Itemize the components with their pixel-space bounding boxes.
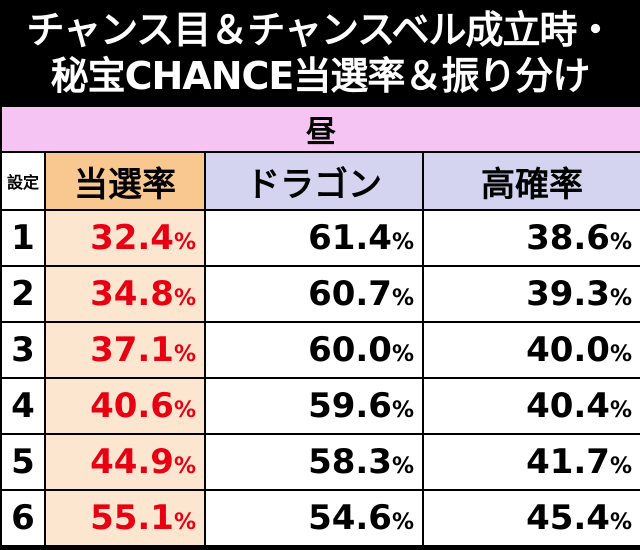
dragon-cell: 61.4%	[204, 209, 424, 267]
setting-cell-value: 3	[11, 330, 35, 370]
dragon-cell: 54.6%	[204, 489, 424, 547]
high-cell: 40.4%	[422, 377, 640, 435]
percent-sign: %	[391, 510, 414, 535]
table-row: 2 34.8% 60.7% 39.3%	[0, 265, 640, 323]
percent-sign: %	[609, 230, 632, 255]
percent-sign: %	[609, 286, 632, 311]
dragon-cell: 59.6%	[204, 377, 424, 435]
high-cell-value: 40.4	[526, 386, 610, 426]
prob-cell-value: 40.6	[90, 386, 174, 426]
percent-sign: %	[173, 286, 196, 311]
high-cell: 41.7%	[422, 433, 640, 491]
page-title: チャンス目＆チャンスベル成立時・ 秘宝CHANCE当選率＆振り分け	[0, 0, 640, 105]
percent-sign: %	[173, 454, 196, 479]
prob-cell: 44.9%	[44, 433, 206, 491]
prob-cell-value: 44.9	[90, 442, 174, 482]
setting-cell-value: 5	[11, 442, 35, 482]
setting-cell: 1	[0, 209, 46, 267]
dragon-cell: 60.7%	[204, 265, 424, 323]
high-cell: 39.3%	[422, 265, 640, 323]
prob-cell-value: 34.8	[90, 274, 174, 314]
percent-sign: %	[391, 398, 414, 423]
percent-sign: %	[173, 510, 196, 535]
percent-sign: %	[391, 454, 414, 479]
high-cell-value: 45.4	[526, 498, 610, 538]
table-row: 3 37.1% 60.0% 40.0%	[0, 321, 640, 379]
prob-cell-value: 37.1	[90, 330, 174, 370]
high-cell: 40.0%	[422, 321, 640, 379]
percent-sign: %	[391, 286, 414, 311]
table-row: 6 55.1% 54.6% 45.4%	[0, 489, 640, 547]
high-cell-value: 40.0	[526, 330, 610, 370]
high-cell-value: 41.7	[526, 442, 610, 482]
setting-cell: 3	[0, 321, 46, 379]
setting-cell: 6	[0, 489, 46, 547]
dragon-cell-value: 58.3	[308, 442, 392, 482]
high-cell: 38.6%	[422, 209, 640, 267]
setting-cell-value: 1	[11, 218, 35, 258]
percent-sign: %	[609, 398, 632, 423]
prob-cell: 34.8%	[44, 265, 206, 323]
prob-cell: 55.1%	[44, 489, 206, 547]
percent-sign: %	[609, 510, 632, 535]
percent-sign: %	[173, 342, 196, 367]
high-cell: 45.4%	[422, 489, 640, 547]
setting-cell-value: 2	[11, 274, 35, 314]
setting-cell-value: 6	[11, 498, 35, 538]
prob-cell: 37.1%	[44, 321, 206, 379]
table-row: 4 40.6% 59.6% 40.4%	[0, 377, 640, 435]
dragon-cell: 58.3%	[204, 433, 424, 491]
section-row: 昼	[0, 105, 640, 153]
table-row: 5 44.9% 58.3% 41.7%	[0, 433, 640, 491]
table-row: 1 32.4% 61.4% 38.6%	[0, 209, 640, 267]
prob-cell: 40.6%	[44, 377, 206, 435]
setting-cell: 5	[0, 433, 46, 491]
prob-cell-value: 55.1	[90, 498, 174, 538]
dragon-cell-value: 60.7	[308, 274, 392, 314]
setting-cell-value: 4	[11, 386, 35, 426]
setting-cell: 2	[0, 265, 46, 323]
prob-cell-value: 32.4	[90, 218, 174, 258]
high-cell-value: 38.6	[526, 218, 610, 258]
percent-sign: %	[391, 342, 414, 367]
header-dragon: ドラゴン	[204, 151, 424, 211]
dragon-cell-value: 61.4	[308, 218, 392, 258]
dragon-cell-value: 54.6	[308, 498, 392, 538]
percent-sign: %	[173, 398, 196, 423]
header-high: 高確率	[422, 151, 640, 211]
percent-sign: %	[391, 230, 414, 255]
percent-sign: %	[609, 454, 632, 479]
rate-table: 昼 設定 当選率 ドラゴン 高確率 1 32.4% 61.4% 38.6% 2 34.8%…	[0, 105, 640, 547]
dragon-cell-value: 60.0	[308, 330, 392, 370]
percent-sign: %	[173, 230, 196, 255]
title-line-1: チャンス目＆チャンスベル成立時・	[26, 8, 614, 52]
prob-cell: 32.4%	[44, 209, 206, 267]
percent-sign: %	[609, 342, 632, 367]
dragon-cell: 60.0%	[204, 321, 424, 379]
header-prob: 当選率	[44, 151, 206, 211]
section-label: 昼	[0, 105, 640, 153]
header-setting: 設定	[0, 151, 46, 211]
header-row: 設定 当選率 ドラゴン 高確率	[0, 151, 640, 211]
high-cell-value: 39.3	[526, 274, 610, 314]
setting-cell: 4	[0, 377, 46, 435]
title-line-2: 秘宝CHANCE当選率＆振り分け	[50, 54, 591, 98]
dragon-cell-value: 59.6	[308, 386, 392, 426]
